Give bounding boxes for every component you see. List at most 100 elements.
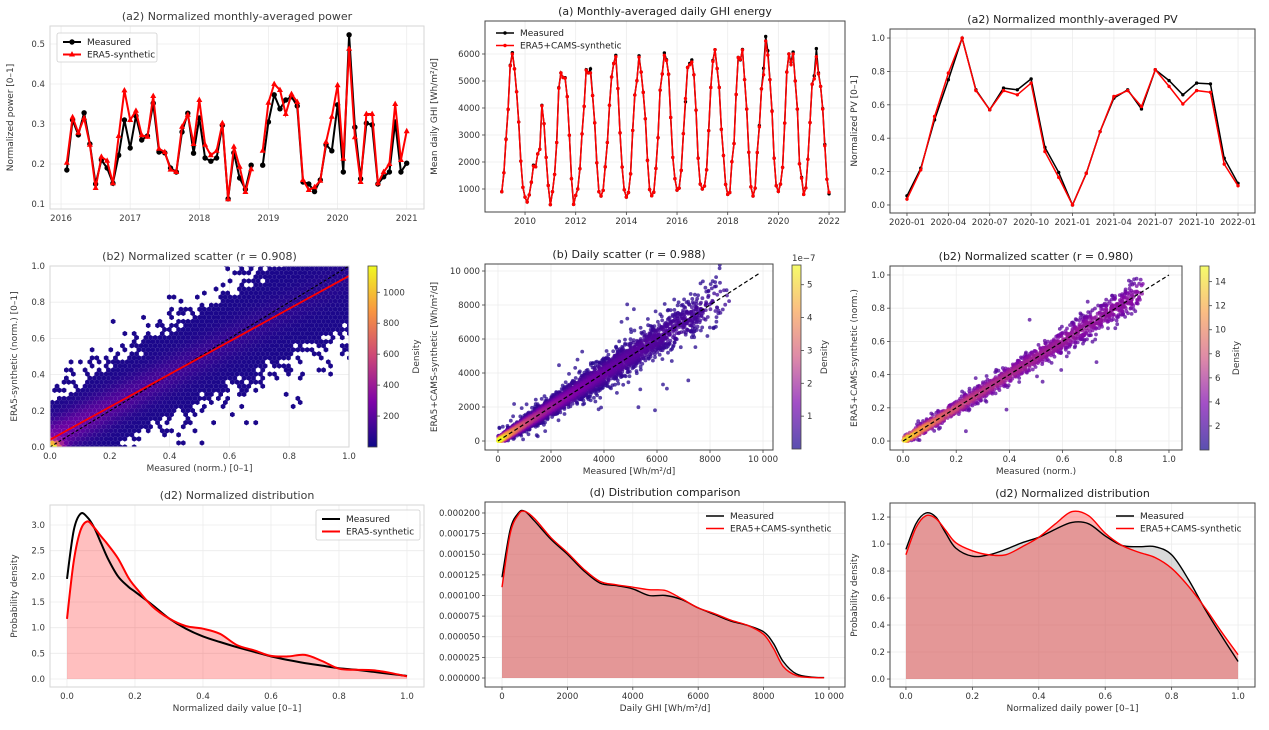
hex-cell — [253, 306, 259, 312]
scatter-point — [619, 320, 624, 324]
hex-cell — [241, 383, 247, 389]
hex-cell — [241, 286, 247, 292]
hex-cell — [129, 351, 135, 357]
data-point — [208, 158, 214, 164]
scatter-point — [676, 300, 681, 305]
data-point — [1015, 93, 1020, 97]
data-point — [1043, 149, 1047, 154]
x-axis-label: Measured [Wh/m²/d] — [583, 467, 676, 477]
hex-cell — [246, 334, 252, 341]
hex-cell — [248, 363, 254, 369]
hex-cell — [304, 274, 310, 280]
hex-cell — [166, 391, 172, 397]
hex-cell — [85, 420, 90, 426]
scatter-point — [533, 397, 538, 402]
hex-cell — [225, 290, 230, 296]
hex-cell — [152, 407, 158, 414]
scatter-point — [674, 331, 679, 335]
hex-cell — [143, 407, 149, 414]
hex-cell — [124, 432, 130, 438]
hex-cell — [216, 379, 221, 385]
data-point — [590, 93, 595, 98]
hex-cell — [211, 379, 216, 385]
data-point — [397, 156, 404, 162]
hex-cell — [166, 310, 172, 316]
hex-cell — [145, 403, 151, 410]
y-axis-label: Normalized PV [0–1] — [850, 75, 860, 166]
hex-cell — [211, 330, 216, 337]
hex-cell — [52, 444, 57, 447]
hex-cell — [166, 383, 172, 389]
hex-cell — [220, 387, 226, 393]
data-point — [687, 63, 692, 67]
hex-cell — [120, 359, 125, 365]
data-point — [190, 150, 197, 156]
hex-cell — [120, 375, 125, 381]
hex-cell — [159, 347, 165, 353]
hex-cell — [223, 351, 228, 357]
hex-cell — [157, 407, 163, 414]
hex-cell — [180, 351, 186, 357]
hex-cell — [162, 359, 167, 365]
hex-cell — [297, 375, 303, 381]
hex-cell — [185, 391, 191, 397]
x-tick-label: 2021-01 — [1055, 218, 1091, 228]
hex-cell — [300, 274, 305, 280]
hex-cell — [171, 294, 177, 300]
hex-cell — [131, 428, 137, 434]
hex-cell — [131, 330, 137, 337]
hex-cell — [251, 302, 256, 308]
x-tick-label: 2022-01 — [1220, 218, 1256, 228]
hex-cell — [304, 339, 310, 345]
hex-cell — [120, 383, 125, 389]
data-point — [946, 78, 951, 82]
hex-cell — [192, 428, 198, 434]
hex-cell — [202, 395, 207, 402]
hex-cell — [293, 278, 298, 284]
y-tick-label: 6000 — [458, 50, 480, 60]
hex-cell — [274, 278, 280, 284]
hex-cell — [260, 310, 266, 316]
data-point — [776, 189, 781, 194]
hex-cell — [304, 306, 310, 312]
hex-cell — [227, 278, 233, 284]
data-point — [787, 52, 791, 56]
hex-cell — [283, 326, 289, 333]
hex-cell — [115, 424, 121, 430]
data-point — [202, 141, 209, 147]
hex-cell — [332, 314, 338, 321]
hex-cell — [192, 371, 198, 377]
data-point — [276, 86, 283, 92]
scatter-point — [675, 303, 680, 308]
hex-cell — [337, 314, 343, 321]
hex-cell — [85, 371, 90, 377]
hex-cell — [75, 411, 81, 418]
hex-cell — [286, 347, 291, 353]
hex-cell — [96, 415, 102, 422]
scatter-point — [690, 297, 695, 301]
scatter-point — [671, 343, 676, 348]
data-point — [628, 172, 633, 176]
hex-cell — [213, 375, 219, 381]
colorbar-tick-label: 400 — [383, 381, 399, 391]
hex-cell — [50, 420, 53, 426]
hex-cell — [288, 270, 294, 276]
hex-cell — [260, 326, 266, 333]
hex-cell — [234, 347, 240, 353]
hex-cell — [190, 407, 195, 414]
hex-cell — [157, 415, 163, 422]
hex-cell — [190, 375, 195, 381]
hex-cell — [176, 432, 181, 438]
hex-cell — [316, 318, 322, 325]
scatter-point — [696, 293, 700, 298]
hex-cell — [73, 432, 79, 438]
data-point — [552, 172, 557, 177]
hex-cell — [290, 274, 296, 280]
hex-cell — [195, 351, 200, 357]
hex-cell — [290, 298, 296, 304]
data-point — [346, 32, 352, 38]
hex-cell — [335, 294, 340, 300]
scatter-point — [672, 333, 676, 338]
hex-cell — [173, 355, 179, 361]
data-point — [770, 109, 774, 114]
